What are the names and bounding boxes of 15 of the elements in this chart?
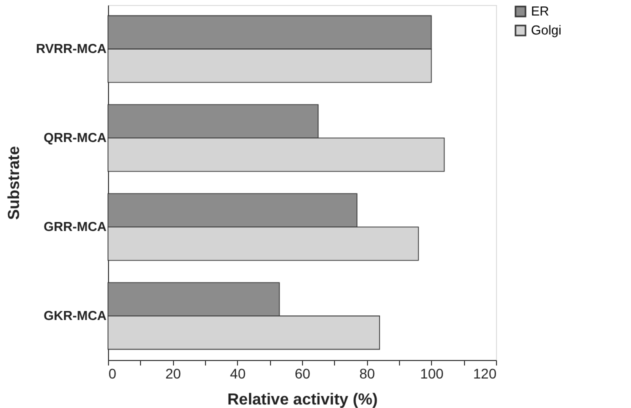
- y-tick-label: QRR-MCA: [44, 130, 108, 146]
- x-tick-label: 0: [108, 366, 116, 382]
- y-tick-label: GKR-MCA: [44, 308, 108, 323]
- legend-label: Golgi: [531, 22, 562, 38]
- x-tick-label: 20: [165, 366, 182, 382]
- y-tick-label: GRR-MCA: [44, 218, 108, 234]
- x-tick-label: 40: [230, 366, 246, 382]
- x-axis-title: Relative activity (%): [227, 392, 378, 408]
- x-tick-label: 60: [294, 366, 310, 382]
- y-axis-title: Substrate: [6, 146, 23, 220]
- legend-label: ER: [531, 4, 550, 18]
- y-tick-label: RVRR-MCA: [36, 41, 108, 56]
- x-tick-label: 120: [473, 366, 497, 382]
- x-tick-label: 100: [420, 366, 444, 382]
- x-tick-label: 80: [359, 366, 376, 382]
